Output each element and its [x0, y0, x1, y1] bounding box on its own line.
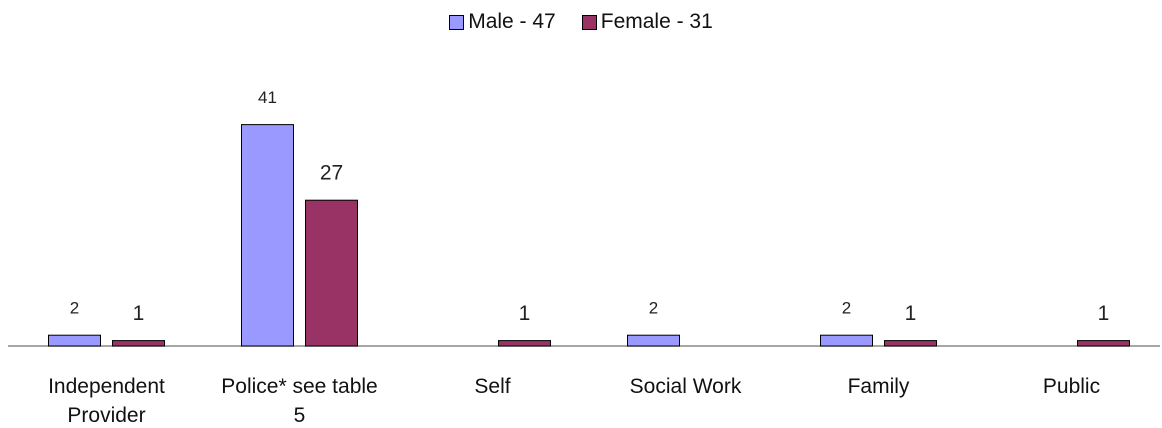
x-tick-label: Social Work: [629, 375, 742, 398]
value-label: 1: [905, 302, 917, 325]
value-label: 2: [70, 299, 79, 318]
value-label: 2: [649, 299, 658, 318]
legend-label: Male - 47: [468, 10, 556, 33]
legend-swatch: [581, 14, 597, 30]
legend: Male - 47 Female - 31: [0, 10, 1162, 34]
x-tick-label: Self: [474, 375, 511, 398]
bar: [48, 334, 101, 347]
legend-swatch: [449, 14, 465, 30]
value-label: 41: [258, 88, 277, 107]
bar: [1077, 340, 1130, 347]
legend-item: Female - 31: [581, 10, 713, 34]
bar: [112, 340, 165, 347]
value-label: 1: [133, 302, 145, 325]
x-tick-label: Family: [847, 375, 910, 398]
bar: [884, 340, 937, 347]
value-label: 27: [320, 162, 343, 185]
bar: [305, 199, 358, 347]
bar: [627, 334, 680, 347]
value-label: 1: [1098, 302, 1110, 325]
x-tick-label: Public: [1042, 375, 1101, 398]
bar: [498, 340, 551, 347]
bar: [241, 124, 294, 347]
value-label: 1: [519, 302, 531, 325]
x-tick-label: Police* see table 5: [221, 375, 378, 427]
bar: [820, 334, 873, 347]
legend-label: Female - 31: [600, 10, 713, 33]
legend-item: Male - 47: [449, 10, 556, 34]
value-label: 2: [842, 299, 851, 318]
x-tick-label: Independent Provider: [48, 375, 165, 427]
